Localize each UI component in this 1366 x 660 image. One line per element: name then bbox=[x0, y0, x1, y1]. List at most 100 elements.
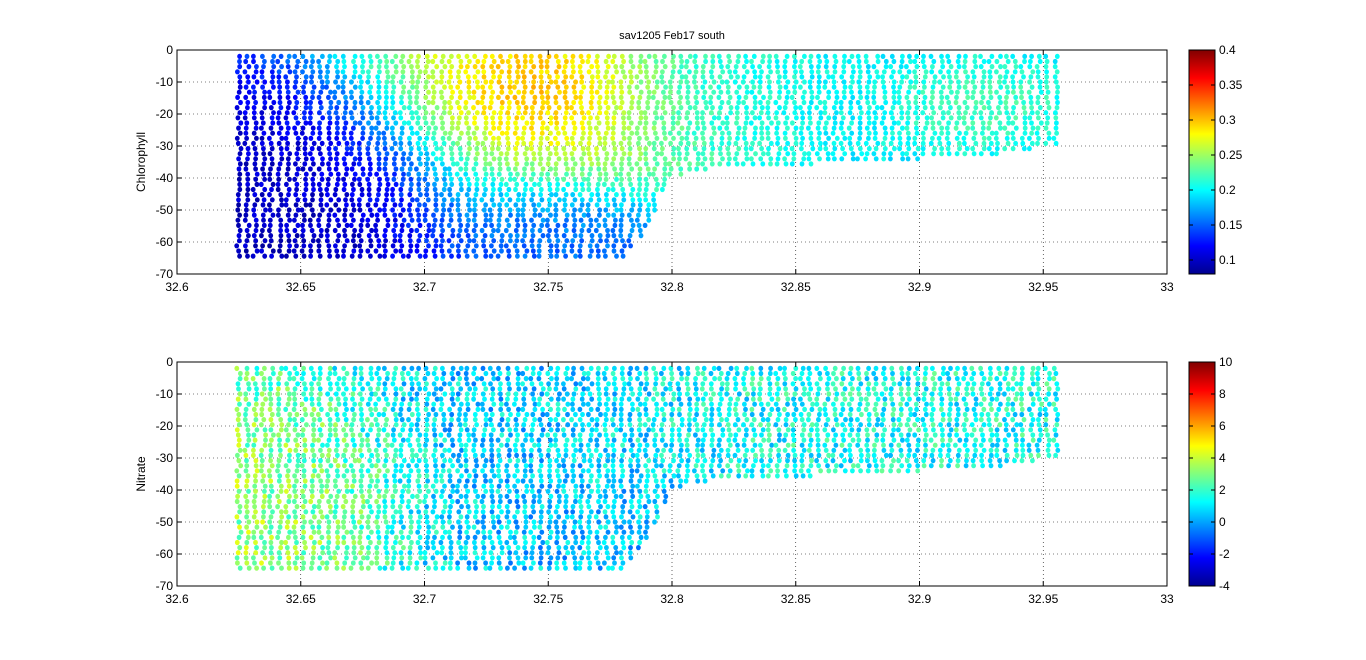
data-point bbox=[457, 524, 463, 530]
data-point bbox=[473, 171, 479, 177]
data-point bbox=[695, 151, 701, 157]
data-point bbox=[809, 89, 815, 95]
data-point bbox=[626, 84, 632, 90]
data-point bbox=[547, 519, 553, 525]
data-point bbox=[669, 74, 675, 80]
data-point bbox=[670, 120, 676, 126]
data-point bbox=[352, 401, 357, 407]
data-point bbox=[335, 524, 341, 530]
data-point bbox=[234, 427, 240, 433]
data-point bbox=[262, 58, 267, 65]
data-point bbox=[284, 181, 289, 187]
data-point bbox=[1013, 115, 1019, 121]
data-point bbox=[326, 94, 331, 100]
data-point bbox=[948, 79, 953, 85]
data-point bbox=[736, 125, 742, 131]
data-point bbox=[643, 197, 649, 203]
data-point bbox=[676, 130, 682, 136]
data-point bbox=[614, 176, 619, 182]
data-point bbox=[447, 427, 452, 433]
data-point bbox=[295, 463, 301, 469]
data-point bbox=[422, 498, 427, 505]
data-point bbox=[761, 151, 766, 157]
data-point bbox=[455, 560, 460, 566]
data-point bbox=[921, 99, 927, 106]
data-point bbox=[524, 488, 529, 494]
data-point bbox=[490, 115, 495, 121]
data-point bbox=[268, 401, 274, 407]
data-point bbox=[398, 248, 404, 254]
data-point bbox=[407, 401, 413, 407]
data-point bbox=[416, 171, 422, 177]
data-point bbox=[399, 417, 405, 423]
data-point bbox=[695, 125, 701, 131]
data-point bbox=[1003, 99, 1009, 106]
data-point bbox=[448, 146, 454, 152]
data-point bbox=[301, 238, 307, 244]
data-point bbox=[414, 565, 419, 571]
data-point bbox=[422, 212, 428, 218]
data-point bbox=[320, 84, 325, 90]
data-point bbox=[261, 417, 267, 423]
data-point bbox=[586, 519, 592, 525]
data-point bbox=[571, 458, 577, 464]
data-point bbox=[579, 539, 585, 546]
data-point bbox=[383, 519, 389, 525]
data-point bbox=[440, 519, 446, 525]
data-point bbox=[765, 74, 771, 80]
data-point bbox=[924, 115, 930, 121]
data-point bbox=[1036, 135, 1041, 141]
data-point bbox=[261, 473, 266, 479]
data-point bbox=[449, 370, 455, 377]
data-point bbox=[303, 94, 309, 100]
data-point bbox=[562, 53, 568, 60]
data-point bbox=[332, 365, 338, 371]
data-point bbox=[700, 64, 706, 70]
data-point bbox=[857, 64, 862, 70]
data-point bbox=[253, 125, 259, 131]
data-point bbox=[580, 411, 585, 418]
data-point bbox=[318, 463, 323, 469]
data-point bbox=[414, 248, 420, 254]
data-point bbox=[422, 555, 428, 561]
data-point bbox=[561, 125, 566, 131]
data-point bbox=[287, 458, 292, 464]
data-point bbox=[482, 233, 488, 239]
data-point bbox=[291, 529, 297, 535]
data-point bbox=[545, 217, 550, 223]
data-point bbox=[637, 64, 643, 70]
data-point bbox=[457, 227, 463, 234]
data-point bbox=[488, 406, 494, 412]
data-point bbox=[530, 370, 536, 377]
data-point bbox=[1028, 74, 1034, 80]
data-point bbox=[569, 105, 574, 111]
data-point bbox=[538, 135, 544, 141]
data-point bbox=[449, 94, 454, 100]
data-point bbox=[407, 555, 413, 561]
data-point bbox=[539, 89, 544, 95]
data-point bbox=[743, 53, 748, 60]
data-point bbox=[482, 176, 488, 182]
data-point bbox=[670, 125, 676, 131]
data-point bbox=[626, 238, 632, 244]
data-point bbox=[319, 406, 324, 412]
data-point bbox=[573, 411, 578, 418]
data-point bbox=[267, 243, 272, 249]
data-point bbox=[446, 238, 452, 244]
data-point bbox=[285, 79, 290, 85]
data-point bbox=[604, 238, 609, 244]
data-point bbox=[939, 146, 945, 152]
data-point bbox=[530, 391, 535, 397]
data-point bbox=[989, 151, 995, 157]
data-point bbox=[577, 417, 583, 423]
data-point bbox=[580, 422, 585, 428]
data-point bbox=[594, 115, 600, 121]
data-point bbox=[424, 207, 429, 213]
data-point bbox=[514, 115, 520, 121]
chart-panel-1: 32.6 32.65 32.7 32.75 32.8 32.85 32.9 32.95 330-… bbox=[134, 43, 1243, 294]
data-point bbox=[392, 217, 398, 223]
data-point bbox=[269, 463, 275, 469]
data-point bbox=[634, 217, 640, 223]
data-point bbox=[336, 233, 342, 239]
data-point bbox=[586, 227, 592, 234]
